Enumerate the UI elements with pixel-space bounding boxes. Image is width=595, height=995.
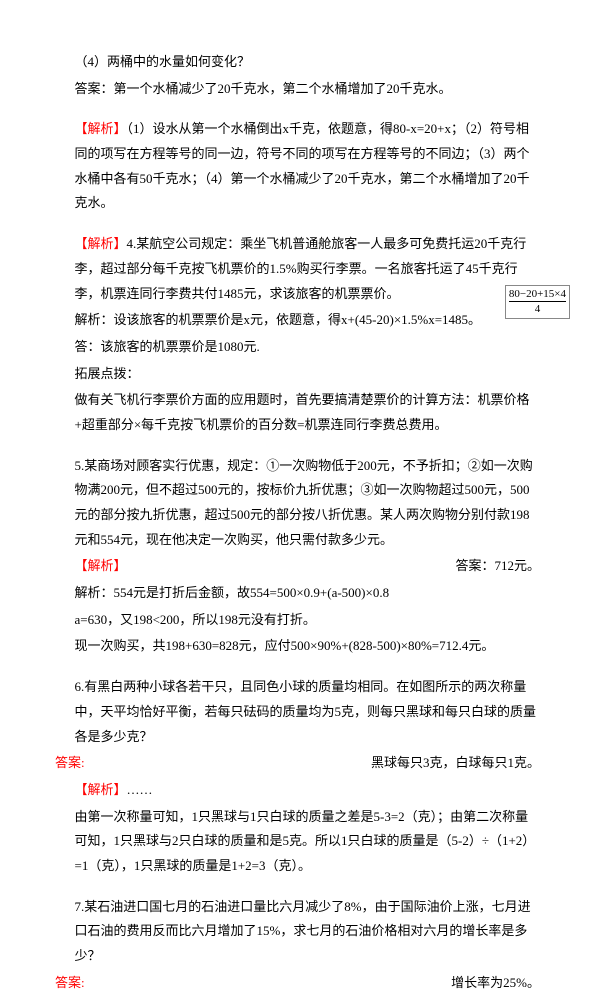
- q7-question: 7.某石油进口国七月的石油进口量比六月减少了8%，由于国际油价上涨，七月进口石油…: [55, 895, 540, 969]
- q6-answer: 黑球每只3克，白球每只1克。: [371, 751, 540, 776]
- formula-denominator: 4: [509, 301, 566, 316]
- answer-label: 答案:: [55, 975, 85, 990]
- q5-question: 5.某商场对顾客实行优惠，规定：①一次购物低于200元，不予折扣；②如一次购物满…: [55, 454, 540, 553]
- analysis-label: 【解析】: [75, 782, 127, 797]
- q1-analysis: 【解析】（1）设水从第一个水桶倒出x千克，依题意，得80-x=20+x；（2）符…: [55, 117, 540, 216]
- q6-question: 6.有黑白两种小球各若干只，且同色小球的质量均相同。在如图所示的两次称量中，天平…: [55, 675, 540, 749]
- analysis-label: 【解析】: [75, 121, 127, 136]
- q7-answer: 增长率为25%。: [451, 971, 540, 995]
- formula-numerator: 80−20+15×4: [509, 287, 566, 301]
- q6-analysis-row: 【解析】……: [55, 778, 540, 803]
- q4-question: 4.某航空公司规定：乘坐飞机普通舱旅客一人最多可免费托运20千克行李，超过部分每…: [75, 236, 527, 300]
- formula-fraction: 80−20+15×4 4: [505, 285, 570, 319]
- q1-analysis-text: （1）设水从第一个水桶倒出x千克，依题意，得80-x=20+x；（2）符号相同的…: [75, 121, 530, 210]
- q5-step3: 现一次购买，共198+630=828元，应付500×90%+(828-500)×…: [55, 634, 540, 659]
- q5-step2: a=630，又198<200，所以198元没有打折。: [55, 608, 540, 633]
- q4-block: 【解析】4.某航空公司规定：乘坐飞机普通舱旅客一人最多可免费托运20千克行李，超…: [55, 232, 540, 306]
- q5-answer: 答案：712元。: [455, 554, 540, 579]
- q6-ellipsis: ……: [127, 782, 153, 797]
- q4-step1: 解析：设该旅客的机票票价是x元，依题意，得x+(45-20)×1.5%x=148…: [55, 308, 540, 333]
- q1-answer: 答案：第一个水桶减少了20千克水，第二个水桶增加了20千克水。: [55, 77, 540, 102]
- q4-step2: 答：该旅客的机票票价是1080元.: [55, 335, 540, 360]
- q4-step4: 做有关飞机行李票价方面的应用题时，首先要搞清楚票价的计算方法：机票价格+超重部分…: [55, 388, 540, 437]
- q7-answer-row: 答案: 增长率为25%。: [55, 971, 540, 995]
- q6-answer-row: 答案: 黑球每只3克，白球每只1克。: [55, 751, 540, 776]
- q5-analysis-row: 【解析】 答案：712元。: [55, 554, 540, 579]
- analysis-label: 【解析】: [75, 558, 127, 573]
- q4-step3: 拓展点拨：: [55, 362, 540, 387]
- analysis-label: 【解析】: [75, 236, 127, 251]
- q5-step1: 解析：554元是打折后金额，故554=500×0.9+(a-500)×0.8: [55, 581, 540, 606]
- answer-label: 答案:: [55, 755, 85, 770]
- q1-question: （4）两桶中的水量如何变化？: [55, 50, 540, 75]
